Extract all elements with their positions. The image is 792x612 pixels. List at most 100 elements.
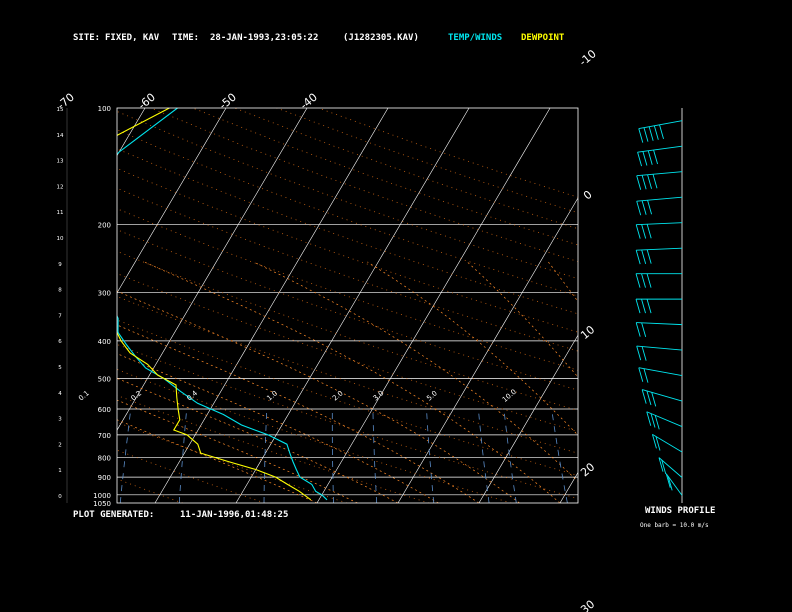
dry-adiabat: [117, 478, 183, 503]
right-temp-label: 30: [578, 598, 597, 612]
mixing-ratio-line: [551, 408, 568, 503]
wind-barb-flag: [641, 249, 647, 265]
plot-frame: [116, 107, 579, 504]
isotherm-line: [0, 108, 64, 503]
right-temp-label: -10: [577, 47, 599, 69]
mixing-ratio-line: [178, 408, 188, 503]
height-label: 13: [57, 159, 64, 165]
wind-barb-shaft: [636, 322, 683, 326]
wind-barb-shaft: [642, 389, 683, 402]
wind-barb-flag: [635, 299, 641, 314]
wind-barb-flag: [641, 322, 647, 337]
wind-barb-shaft: [652, 434, 683, 453]
wind-barb-flag: [638, 367, 644, 382]
dry-adiabat: [150, 108, 578, 263]
wind-barb-flag: [637, 152, 643, 167]
height-label: 2: [58, 442, 62, 448]
wind-barb-flag: [641, 224, 647, 239]
mixing-ratio-line: [478, 408, 490, 503]
dry-adiabat: [117, 394, 430, 503]
isotherm-line: [722, 108, 792, 503]
wind-barb-flag: [638, 128, 644, 143]
wind-barb: [636, 171, 683, 190]
plot-generated-value: 11-JAN-1996,01:48:25: [180, 510, 289, 520]
wind-barb: [658, 457, 683, 478]
dry-adiabat: [0, 108, 18, 503]
isotherm-line: [316, 108, 551, 503]
isotherm-line: [117, 108, 146, 157]
wind-barb: [635, 222, 683, 239]
wind-barb-flag: [641, 346, 647, 361]
plot-generated-label: PLOT GENERATED:: [73, 510, 155, 520]
wind-barb: [635, 298, 682, 314]
mixing-ratio-line: [263, 408, 268, 503]
height-label: 12: [57, 184, 64, 190]
wind-barb-flag: [635, 250, 641, 265]
wind-barb-flag: [641, 299, 646, 314]
moist-adiabat: [117, 290, 520, 503]
wind-barb-flag: [659, 124, 664, 139]
wind-barb: [638, 120, 683, 143]
right-temp-label: 10: [578, 323, 597, 342]
wind-barb-shaft: [638, 120, 683, 130]
wind-barb-flag: [646, 390, 652, 406]
winds-profile-note: One barb = 10.0 m/s: [640, 522, 709, 529]
wind-barb: [641, 389, 683, 407]
wind-barb-flag: [646, 299, 652, 314]
wind-barb-flag: [646, 224, 652, 239]
isotherm-line: [235, 108, 470, 503]
wind-barb-flag: [655, 436, 661, 451]
wind-barb-flag: [658, 457, 664, 472]
isotherm-line: [117, 108, 308, 431]
wind-barb: [636, 196, 683, 216]
height-label: 3: [58, 417, 62, 423]
moist-adiabat: [253, 261, 578, 482]
dry-adiabat: [117, 187, 578, 352]
dry-adiabat: [318, 108, 578, 198]
wind-barb-flag: [642, 151, 648, 166]
wind-barb: [665, 473, 683, 496]
dry-adiabat: [117, 208, 578, 371]
moist-adiabat: [548, 261, 578, 303]
wind-barb-flag: [643, 127, 649, 142]
pressure-label: 200: [98, 221, 111, 229]
wind-barb-shaft: [646, 411, 683, 427]
isotherm-line: [641, 108, 792, 503]
mixing-ratio-label: 0.2: [130, 389, 144, 402]
wind-barb-flag: [643, 368, 649, 383]
isotherm-line: [117, 108, 227, 294]
isotherm-line: [478, 334, 578, 503]
wind-barb-shaft: [636, 171, 683, 177]
moist-adiabat: [367, 261, 578, 436]
wind-barb-shaft: [636, 247, 683, 251]
wind-barb-flag: [646, 273, 652, 288]
dry-adiabat: [117, 167, 578, 333]
wind-barb: [635, 273, 682, 288]
dewpoint-curve: [117, 108, 312, 501]
wind-barb-flag: [636, 201, 642, 216]
wind-barb-shaft: [636, 222, 683, 226]
isotherm-line: [154, 108, 389, 503]
dry-adiabat: [117, 111, 578, 280]
pressure-label: 900: [98, 474, 111, 482]
wind-barb-flag: [651, 434, 657, 449]
wind-barb-flag: [635, 273, 641, 288]
wind-barb-flag: [648, 126, 654, 141]
height-label: 7: [58, 313, 62, 319]
wind-barb-shaft: [636, 196, 683, 202]
pressure-label: 1000: [93, 492, 111, 500]
wind-barb: [635, 247, 683, 265]
wind-barb-flag: [647, 174, 653, 189]
mixing-ratio-label: 2.0: [331, 389, 345, 402]
wind-barb-shaft: [636, 345, 683, 351]
pressure-label: 100: [98, 105, 111, 113]
height-label: 9: [58, 262, 62, 268]
wind-barb-flag: [653, 125, 659, 140]
mixing-ratio-label: 1.0: [265, 389, 279, 402]
wind-barb-flag: [635, 322, 641, 337]
pressure-label: 400: [98, 338, 111, 346]
top-temp-label: -60: [136, 91, 158, 113]
dry-adiabat: [117, 250, 578, 411]
dry-adiabat: [117, 368, 512, 503]
